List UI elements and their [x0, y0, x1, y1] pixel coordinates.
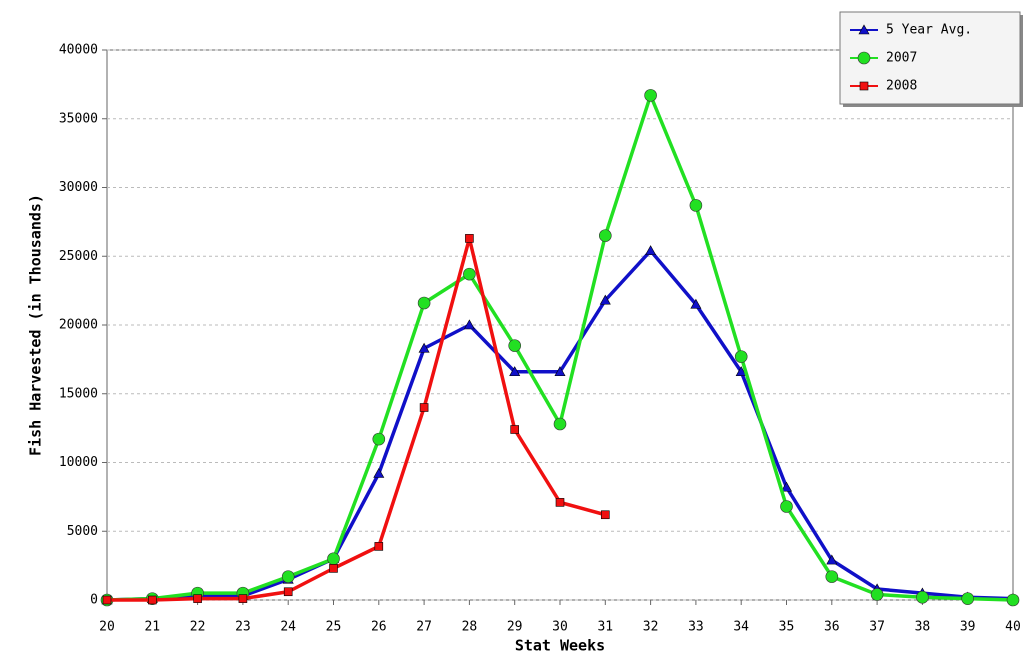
- marker: [148, 595, 157, 605]
- marker: [870, 588, 884, 601]
- marker: [555, 498, 565, 507]
- marker: [600, 510, 610, 520]
- marker: [102, 595, 112, 605]
- marker: [858, 24, 870, 35]
- marker: [373, 467, 385, 478]
- marker: [780, 481, 793, 492]
- marker: [645, 245, 657, 256]
- marker: [238, 594, 248, 603]
- y-tick-label: 0: [90, 593, 98, 608]
- marker: [372, 432, 386, 446]
- x-tick-label: 39: [960, 620, 976, 635]
- series-line: [107, 236, 606, 602]
- marker: [780, 500, 793, 513]
- marker: [510, 425, 520, 434]
- marker: [327, 552, 340, 566]
- marker: [509, 366, 521, 377]
- marker: [961, 592, 975, 605]
- x-tick-label: 35: [779, 620, 795, 635]
- x-tick-label: 37: [869, 620, 885, 635]
- marker: [825, 570, 839, 583]
- marker: [859, 81, 869, 91]
- marker: [463, 267, 476, 281]
- marker: [508, 339, 522, 352]
- marker: [329, 564, 338, 573]
- marker: [689, 199, 703, 212]
- x-tick-label: 26: [371, 620, 387, 635]
- legend-label: 2008: [886, 79, 917, 94]
- y-tick-label: 5000: [67, 524, 98, 539]
- marker: [283, 587, 293, 597]
- marker: [419, 403, 429, 412]
- x-tick-label: 30: [552, 620, 568, 635]
- x-tick-label: 29: [507, 620, 523, 635]
- y-tick-label: 40000: [59, 43, 98, 58]
- legend-label: 2007: [886, 51, 917, 66]
- marker: [690, 298, 702, 309]
- x-tick-label: 38: [915, 620, 931, 635]
- marker: [916, 590, 929, 604]
- marker: [857, 51, 871, 65]
- x-tick-label: 36: [824, 620, 840, 635]
- x-axis-title: Stat Weeks: [515, 637, 605, 655]
- marker: [599, 294, 611, 305]
- x-tick-label: 21: [144, 620, 160, 635]
- marker: [281, 570, 295, 583]
- x-tick-label: 34: [733, 620, 749, 635]
- y-tick-label: 25000: [59, 249, 98, 264]
- x-tick-label: 24: [280, 620, 296, 635]
- marker: [465, 234, 474, 243]
- y-tick-label: 35000: [59, 111, 98, 126]
- marker: [374, 542, 384, 551]
- x-tick-label: 25: [326, 620, 342, 635]
- x-tick-label: 40: [1005, 620, 1021, 635]
- x-tick-label: 27: [416, 620, 432, 635]
- x-tick-label: 31: [597, 620, 613, 635]
- x-tick-label: 20: [99, 620, 115, 635]
- marker: [463, 319, 475, 330]
- y-tick-label: 15000: [59, 386, 98, 401]
- x-tick-label: 32: [643, 620, 659, 635]
- marker: [598, 229, 612, 242]
- marker: [193, 594, 202, 603]
- marker: [826, 554, 838, 565]
- y-tick-label: 30000: [59, 180, 98, 195]
- y-axis-title: Fish Harvested (in Thousands): [27, 194, 45, 456]
- marker: [553, 417, 567, 431]
- marker: [1006, 593, 1020, 607]
- marker: [734, 350, 748, 363]
- x-tick-label: 28: [462, 620, 478, 635]
- x-tick-label: 23: [235, 620, 251, 635]
- x-tick-label: 33: [688, 620, 704, 635]
- legend-label: 5 Year Avg.: [886, 23, 972, 38]
- marker: [735, 366, 747, 377]
- y-tick-label: 20000: [59, 318, 98, 333]
- marker: [418, 342, 430, 353]
- marker: [554, 366, 566, 377]
- y-tick-label: 10000: [59, 455, 98, 470]
- marker: [644, 89, 657, 102]
- marker: [417, 296, 431, 310]
- x-tick-label: 22: [190, 620, 206, 635]
